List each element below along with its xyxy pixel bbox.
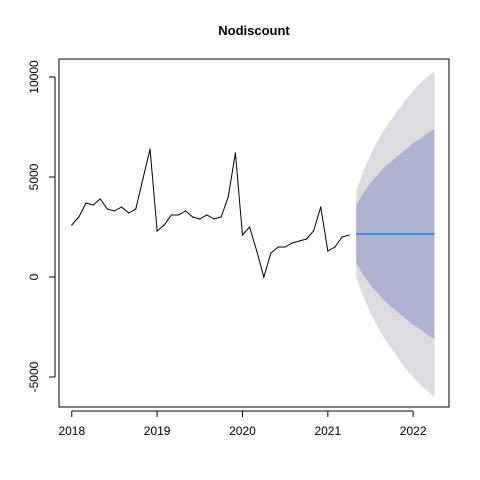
observed-point xyxy=(170,214,172,216)
observed-point xyxy=(234,152,236,154)
observed-point xyxy=(312,230,315,232)
x-tick-label: 2020 xyxy=(229,424,256,438)
observed-point xyxy=(192,216,194,218)
observed-point xyxy=(241,234,244,236)
observed-point xyxy=(341,236,343,238)
observed-point xyxy=(291,242,293,244)
plot-frame xyxy=(58,58,450,408)
observed-point xyxy=(206,214,208,216)
y-tick-label: 5000 xyxy=(27,163,41,190)
observed-point xyxy=(78,216,80,218)
x-tick-label: 2021 xyxy=(314,424,341,438)
y-axis: -5000 0 5000 10000 xyxy=(27,60,56,392)
x-axis: 2018 2019 2020 2021 2022 xyxy=(58,410,427,438)
observed-point xyxy=(277,246,279,248)
observed-point xyxy=(248,226,251,228)
observed-point xyxy=(71,224,73,226)
x-tick-label: 2019 xyxy=(144,424,171,438)
observed-point xyxy=(142,178,144,180)
y-tick-label: 0 xyxy=(27,273,41,280)
observed-point xyxy=(284,246,286,248)
y-tick-label: -5000 xyxy=(27,361,41,392)
observed-point xyxy=(348,234,350,236)
x-tick-label: 2022 xyxy=(400,424,427,438)
observed-point xyxy=(149,148,151,150)
observed-point xyxy=(227,196,229,198)
observed-point xyxy=(199,218,201,220)
observed-series-line xyxy=(71,148,350,279)
chart-title: Nodiscount xyxy=(218,23,290,38)
observed-point xyxy=(128,212,130,214)
observed-point xyxy=(320,206,322,208)
observed-point xyxy=(106,208,108,210)
observed-point xyxy=(85,202,87,204)
observed-point xyxy=(263,276,265,278)
observed-point xyxy=(184,210,187,212)
observed-point xyxy=(120,206,123,208)
observed-point xyxy=(99,198,101,200)
x-tick-label: 2018 xyxy=(58,424,85,438)
observed-point xyxy=(177,214,180,216)
observed-point xyxy=(113,210,116,212)
observed-point xyxy=(92,204,94,206)
observed-point xyxy=(220,216,222,218)
observed-point xyxy=(163,224,165,226)
observed-point xyxy=(298,240,301,242)
observed-point xyxy=(256,250,258,252)
observed-point xyxy=(213,218,215,220)
observed-point xyxy=(305,238,308,240)
observed-point xyxy=(270,252,272,254)
observed-point xyxy=(334,246,336,248)
observed-point xyxy=(156,230,158,232)
observed-point xyxy=(327,250,329,252)
series-lines xyxy=(71,148,435,279)
y-tick-label: 10000 xyxy=(27,60,41,94)
observed-point xyxy=(135,208,137,210)
